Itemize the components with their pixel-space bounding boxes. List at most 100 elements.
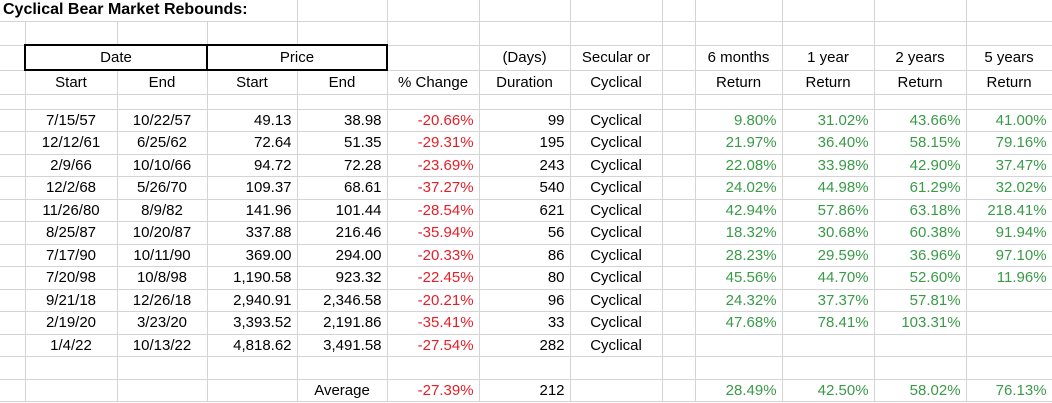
price-start-header[interactable]: Start bbox=[207, 70, 298, 95]
six-months-header[interactable]: 6 months bbox=[695, 45, 783, 71]
empty-cell[interactable] bbox=[0, 379, 26, 402]
empty-cell[interactable] bbox=[966, 356, 1052, 380]
cell-return-6m[interactable]: 22.08% bbox=[695, 154, 783, 177]
cell-return-1y[interactable]: 30.68% bbox=[782, 221, 875, 245]
spacer-cell[interactable] bbox=[662, 109, 696, 132]
empty-cell[interactable] bbox=[387, 45, 480, 71]
empty-cell[interactable] bbox=[662, 94, 696, 110]
cell-date-end[interactable]: 10/8/98 bbox=[117, 266, 208, 290]
cell-pct-change[interactable]: -20.21% bbox=[387, 289, 480, 312]
empty-cell[interactable] bbox=[479, 356, 571, 380]
cell-return-2y[interactable]: 57.81% bbox=[874, 289, 967, 312]
cell-secular-cyclical[interactable]: Cyclical bbox=[570, 311, 663, 335]
cell-price-start[interactable]: 4,818.62 bbox=[207, 334, 298, 357]
row-margin-cell[interactable] bbox=[0, 199, 26, 222]
empty-cell[interactable] bbox=[479, 0, 571, 22]
cell-secular-cyclical[interactable]: Cyclical bbox=[570, 131, 663, 155]
spacer-cell[interactable] bbox=[662, 45, 696, 71]
empty-cell[interactable] bbox=[874, 94, 967, 110]
cell-return-6m[interactable]: 21.97% bbox=[695, 131, 783, 155]
empty-cell[interactable] bbox=[966, 21, 1052, 46]
cell-return-1y[interactable]: 44.70% bbox=[782, 266, 875, 290]
empty-cell[interactable] bbox=[25, 21, 118, 46]
empty-cell[interactable] bbox=[662, 0, 696, 22]
spacer-cell[interactable] bbox=[662, 154, 696, 177]
cell-return-2y[interactable] bbox=[874, 334, 967, 357]
spacer-cell[interactable] bbox=[662, 176, 696, 200]
empty-cell[interactable] bbox=[297, 0, 388, 22]
empty-cell[interactable] bbox=[0, 70, 26, 95]
empty-cell[interactable] bbox=[874, 356, 967, 380]
empty-cell[interactable] bbox=[117, 379, 208, 402]
empty-cell[interactable] bbox=[479, 21, 571, 46]
cell-return-6m[interactable]: 47.68% bbox=[695, 311, 783, 335]
row-margin-cell[interactable] bbox=[0, 311, 26, 335]
cell-price-end[interactable]: 294.00 bbox=[297, 244, 388, 267]
cell-return-1y[interactable]: 78.41% bbox=[782, 311, 875, 335]
days-header[interactable]: (Days) bbox=[479, 45, 571, 71]
cell-return-6m[interactable]: 45.56% bbox=[695, 266, 783, 290]
cell-date-end[interactable]: 5/26/70 bbox=[117, 176, 208, 200]
row-margin-cell[interactable] bbox=[0, 176, 26, 200]
cell-duration[interactable]: 621 bbox=[479, 199, 571, 222]
cell-price-start[interactable]: 1,190.58 bbox=[207, 266, 298, 290]
empty-cell[interactable] bbox=[695, 0, 783, 22]
empty-cell[interactable] bbox=[0, 356, 26, 380]
empty-cell[interactable] bbox=[387, 94, 480, 110]
cell-pct-change[interactable]: -20.33% bbox=[387, 244, 480, 267]
two-years-header[interactable]: 2 years bbox=[874, 45, 967, 71]
cyclical-header[interactable]: Cyclical bbox=[570, 70, 663, 95]
price-end-header[interactable]: End bbox=[297, 70, 388, 95]
price-group-header[interactable]: Price bbox=[205, 44, 389, 71]
cell-return-1y[interactable]: 29.59% bbox=[782, 244, 875, 267]
cell-return-2y[interactable]: 63.18% bbox=[874, 199, 967, 222]
cell-return-2y[interactable]: 36.96% bbox=[874, 244, 967, 267]
cell-return-1y[interactable]: 36.40% bbox=[782, 131, 875, 155]
cell-date-start[interactable]: 2/19/20 bbox=[25, 311, 118, 335]
cell-date-end[interactable]: 10/13/22 bbox=[117, 334, 208, 357]
cell-date-start[interactable]: 7/17/90 bbox=[25, 244, 118, 267]
empty-cell[interactable] bbox=[0, 21, 26, 46]
cell-date-end[interactable]: 10/11/90 bbox=[117, 244, 208, 267]
empty-cell[interactable] bbox=[570, 94, 663, 110]
empty-cell[interactable] bbox=[207, 21, 298, 46]
cell-pct-change[interactable]: -20.66% bbox=[387, 109, 480, 132]
average-return-6m[interactable]: 28.49% bbox=[695, 379, 783, 402]
empty-cell[interactable] bbox=[695, 21, 783, 46]
empty-cell[interactable] bbox=[662, 21, 696, 46]
cell-date-start[interactable]: 7/20/98 bbox=[25, 266, 118, 290]
row-margin-cell[interactable] bbox=[0, 334, 26, 357]
row-margin-cell[interactable] bbox=[0, 289, 26, 312]
spacer-cell[interactable] bbox=[662, 379, 696, 402]
cell-secular-cyclical[interactable]: Cyclical bbox=[570, 266, 663, 290]
empty-cell[interactable] bbox=[117, 21, 208, 46]
cell-duration[interactable]: 56 bbox=[479, 221, 571, 245]
cell-return-2y[interactable]: 103.31% bbox=[874, 311, 967, 335]
cell-date-end[interactable]: 10/22/57 bbox=[117, 109, 208, 132]
empty-cell[interactable] bbox=[570, 356, 663, 380]
cell-return-6m[interactable]: 18.32% bbox=[695, 221, 783, 245]
empty-cell[interactable] bbox=[25, 94, 118, 110]
cell-pct-change[interactable]: -23.69% bbox=[387, 154, 480, 177]
return-header-1y[interactable]: Return bbox=[782, 70, 875, 95]
cell-duration[interactable]: 540 bbox=[479, 176, 571, 200]
cell-pct-change[interactable]: -35.41% bbox=[387, 311, 480, 335]
row-margin-cell[interactable] bbox=[0, 266, 26, 290]
date-start-header[interactable]: Start bbox=[25, 70, 118, 95]
empty-cell[interactable] bbox=[297, 94, 388, 110]
cell-return-6m[interactable]: 42.94% bbox=[695, 199, 783, 222]
cell-price-start[interactable]: 337.88 bbox=[207, 221, 298, 245]
cell-price-start[interactable]: 2,940.91 bbox=[207, 289, 298, 312]
cell-return-5y[interactable] bbox=[966, 334, 1052, 357]
spacer-cell[interactable] bbox=[662, 221, 696, 245]
row-margin-cell[interactable] bbox=[0, 244, 26, 267]
cell-return-2y[interactable]: 43.66% bbox=[874, 109, 967, 132]
cell-secular-cyclical[interactable]: Cyclical bbox=[570, 221, 663, 245]
empty-cell[interactable] bbox=[662, 356, 696, 380]
empty-cell[interactable] bbox=[0, 45, 26, 71]
cell-date-start[interactable]: 12/2/68 bbox=[25, 176, 118, 200]
cell-price-end[interactable]: 51.35 bbox=[297, 131, 388, 155]
row-margin-cell[interactable] bbox=[0, 154, 26, 177]
cell-return-2y[interactable]: 42.90% bbox=[874, 154, 967, 177]
cell-return-5y[interactable]: 11.96% bbox=[966, 266, 1052, 290]
